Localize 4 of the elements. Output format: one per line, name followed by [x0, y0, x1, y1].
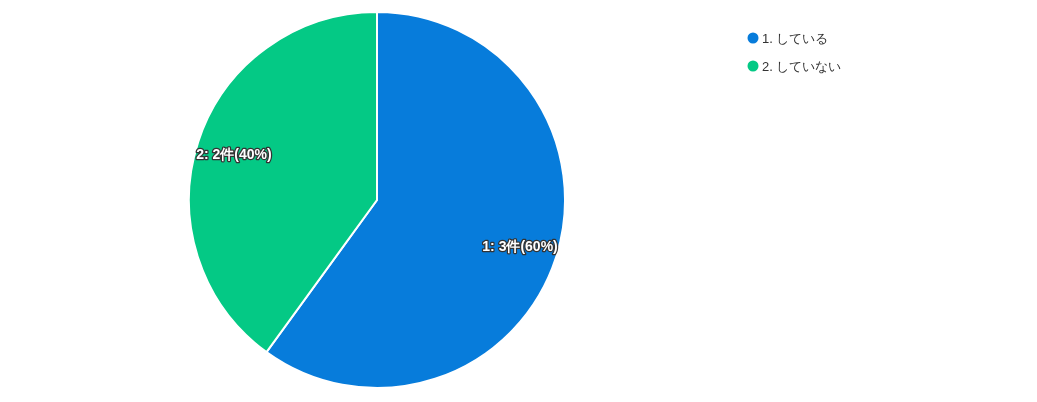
legend-label: 1. している	[762, 31, 829, 46]
data-label: 1: 3件(60%)	[482, 238, 558, 255]
data-label: 2: 2件(40%)	[196, 145, 272, 162]
legend-label: 2. していない	[762, 59, 842, 74]
